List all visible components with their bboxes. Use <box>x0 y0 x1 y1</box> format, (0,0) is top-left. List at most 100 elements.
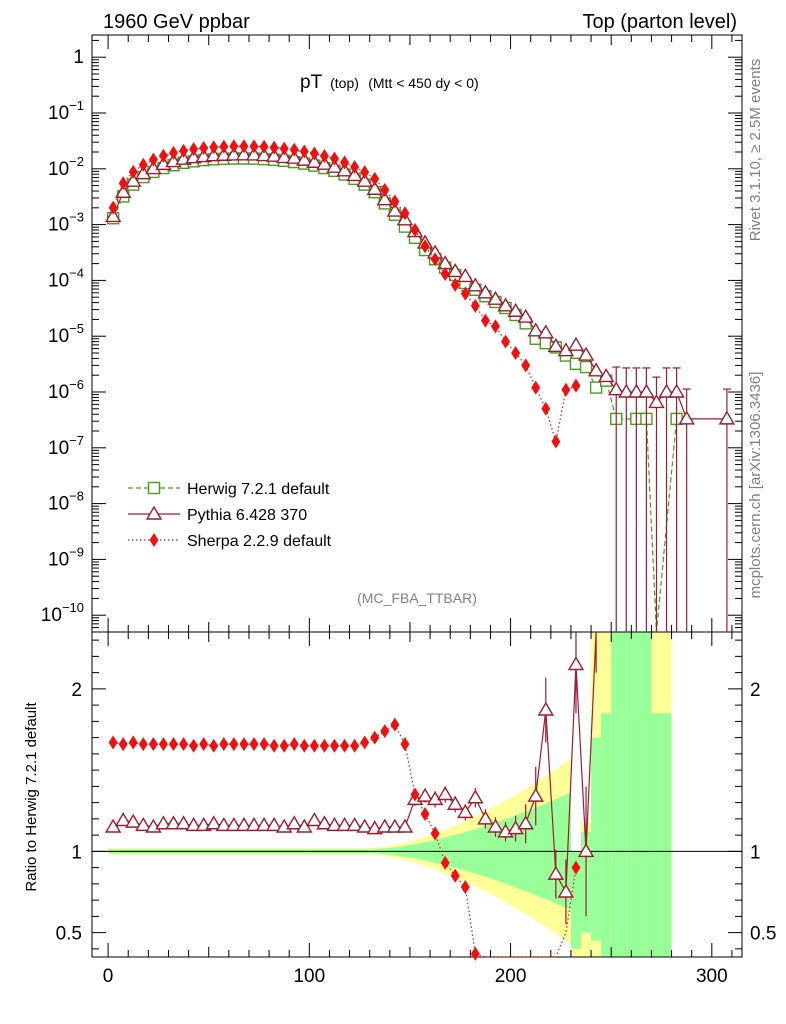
data-point-upper <box>255 147 273 162</box>
data-point-lower <box>420 807 430 821</box>
data-point-lower <box>340 738 350 753</box>
data-point-lower <box>175 815 192 830</box>
data-point-upper <box>561 382 571 397</box>
data-point-upper <box>517 308 534 323</box>
data-point-upper <box>658 383 675 398</box>
data-point-lower <box>255 816 273 832</box>
data-point-upper <box>108 200 118 215</box>
mcplots-credit-label: mcplots.cern.ch [arXiv:1306.3436] <box>747 372 764 599</box>
y-tick-label-upper: 10−4 <box>48 265 84 291</box>
y-tick-label-exponent: −5 <box>69 321 84 336</box>
data-point-lower <box>108 735 118 750</box>
data-point-lower <box>118 737 128 752</box>
data-point-upper <box>628 383 645 398</box>
data-point-upper <box>470 298 480 313</box>
data-point-upper <box>718 410 736 425</box>
data-point-upper <box>400 206 410 221</box>
data-point-upper <box>245 146 263 161</box>
legend-label: Pythia 6.428 370 <box>187 507 307 524</box>
data-point-lower <box>148 737 158 752</box>
data-point-lower <box>269 738 279 753</box>
band-green <box>601 713 612 957</box>
data-point-lower <box>128 735 138 750</box>
y-tick-label-exponent: −8 <box>69 489 84 504</box>
data-point-upper <box>269 140 279 155</box>
data-point-upper <box>350 159 360 174</box>
header-collision-label: 1960 GeV ppbar <box>103 11 250 33</box>
data-point-upper <box>447 263 464 278</box>
data-point-upper <box>537 324 555 339</box>
data-point-lower <box>567 656 585 671</box>
y-tick-label-exponent: −2 <box>69 154 84 169</box>
data-point-upper <box>511 346 521 361</box>
chart-title-sub1: (top) <box>330 75 359 91</box>
data-point-lower <box>400 737 410 752</box>
data-point-lower <box>165 815 182 830</box>
header-process-label: Top (parton level) <box>582 11 737 33</box>
series-line-upper <box>112 157 678 633</box>
data-point-lower <box>329 738 339 753</box>
x-tick-label: 0 <box>103 966 114 987</box>
data-point-upper <box>390 194 400 209</box>
data-point-upper <box>306 153 323 168</box>
data-point-lower <box>189 738 199 753</box>
data-point-lower <box>155 815 172 830</box>
y-tick-label-mantissa: 1 <box>73 47 84 68</box>
data-point-lower <box>390 717 400 732</box>
data-point-lower <box>135 816 152 832</box>
data-point-upper <box>547 337 565 352</box>
data-point-lower <box>487 818 504 833</box>
series-0 <box>106 152 683 633</box>
data-point-upper <box>299 144 309 159</box>
data-point-upper <box>527 322 544 337</box>
data-point-lower <box>517 815 534 830</box>
chart-title: pT (top) (Mtt < 450 dy < 0) <box>300 72 479 93</box>
data-point-lower <box>158 737 168 752</box>
data-point-upper <box>587 362 605 377</box>
data-point-upper <box>480 313 490 328</box>
data-point-lower <box>306 812 323 827</box>
data-point-upper <box>370 171 380 186</box>
data-point-lower <box>410 787 420 802</box>
data-point-lower <box>460 880 470 895</box>
y-tick-label-upper: 10−9 <box>48 544 84 570</box>
data-point-upper <box>507 302 524 317</box>
data-point-lower <box>239 737 249 752</box>
data-point-lower <box>336 816 353 832</box>
data-point-upper <box>319 148 329 163</box>
data-point-lower <box>537 701 555 716</box>
y-tick-label-upper: 10−3 <box>48 210 84 236</box>
data-point-upper <box>597 368 615 383</box>
data-point-lower <box>245 816 263 832</box>
data-point-lower <box>138 737 148 752</box>
data-point-upper <box>467 277 484 292</box>
data-point-upper <box>249 139 259 154</box>
data-point-upper <box>668 383 685 398</box>
data-point-lower <box>557 883 575 898</box>
data-point-upper <box>209 140 219 155</box>
legend: Herwig 7.2.1 default Pythia 6.428 370 Sher… <box>128 481 332 550</box>
data-point-upper <box>487 290 504 305</box>
y-tick-label-exponent: −10 <box>62 600 84 615</box>
data-point-upper <box>225 146 243 161</box>
y-tick-label-mantissa: 10 <box>48 494 69 515</box>
y-tick-label-lower: 2 <box>71 680 82 701</box>
series-layer <box>104 139 736 961</box>
data-point-upper <box>440 267 450 282</box>
y-tick-label-exponent: −1 <box>69 98 84 113</box>
data-point-upper <box>648 394 665 409</box>
data-point-upper <box>579 360 593 374</box>
data-point-lower <box>169 737 179 752</box>
data-point-upper <box>329 151 339 166</box>
data-point-upper <box>158 148 168 163</box>
data-point-upper <box>179 143 189 158</box>
data-point-upper <box>477 284 494 299</box>
y-tick-label-lower: 1 <box>71 842 82 863</box>
y-tick-label-mantissa: 10 <box>48 103 69 124</box>
lower-frame <box>91 631 743 958</box>
y-tick-label-mantissa: 10 <box>48 326 69 347</box>
data-point-lower <box>114 812 132 827</box>
data-point-upper <box>571 378 581 393</box>
data-point-upper <box>541 401 551 416</box>
band-green <box>627 632 652 957</box>
